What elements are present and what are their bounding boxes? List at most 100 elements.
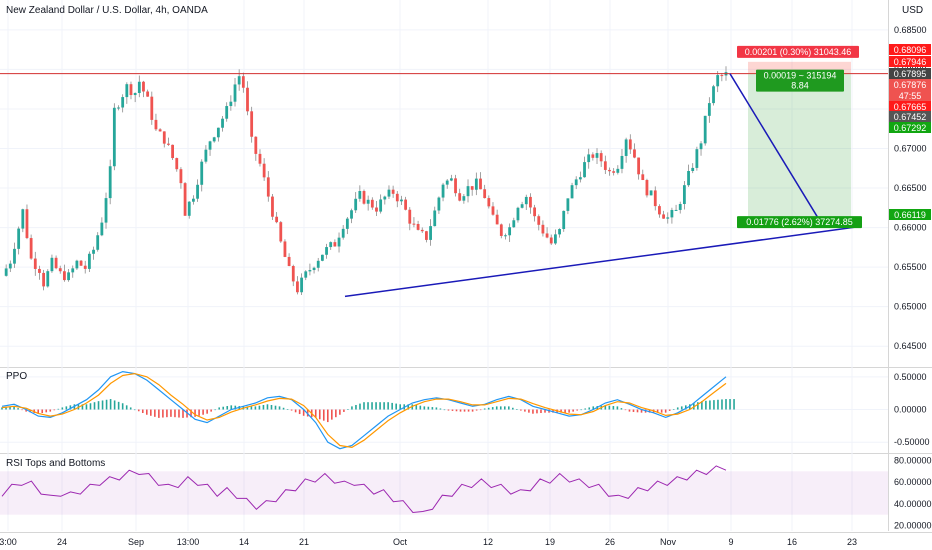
ppo-histogram-bar [49,409,52,412]
candle-body [150,96,154,120]
ppo-histogram-bar [158,409,160,418]
candle-body [641,174,645,181]
candle-body [703,115,707,144]
ppo-histogram-bar [495,406,498,410]
candle-body [395,193,399,202]
ppo-histogram-bar [701,401,703,410]
candle-body [304,271,308,278]
price-label-bg [889,56,931,67]
ppo-histogram-bar [524,409,526,412]
ppo-histogram-bar [53,409,56,411]
ppo-histogram-bar [592,406,595,410]
candle-body [262,163,266,178]
ppo-histogram-bar [604,405,607,410]
ppo-histogram-bar [294,409,297,413]
ppo-histogram-bar [81,404,84,410]
ppo-histogram-bar [499,406,502,410]
time-tick-label: 24 [57,537,67,547]
candle-body [312,267,316,271]
candle-body [175,158,179,170]
ppo-histogram-bar [375,402,377,410]
candle-body [29,238,33,259]
currency-label: USD [902,5,923,16]
candle-body [329,242,333,248]
ascending-trendline[interactable] [344,226,859,298]
ppo-histogram-bar [379,402,381,410]
candle-body [583,162,586,178]
ppo-histogram-bar [624,409,627,411]
candle-body [291,266,295,282]
candle-body [100,222,104,236]
candle-body [508,227,512,236]
candle-body [112,107,116,167]
ppo-pane[interactable]: PPO 0.50000 0.00000 -0.50000 [1,370,930,450]
price-label-bg [889,90,931,101]
ppo-histogram-bar [608,405,611,410]
candle-body [445,180,449,185]
ppo-histogram-bar [89,403,92,410]
price-label-bg [889,122,931,133]
candle-body [554,234,557,244]
short-position-tool[interactable]: 0.00201 (0.30%) 31043.46 0.00019 ~ 315194… [729,45,862,229]
target-label-bg [737,216,862,229]
time-tick-label: 16 [787,537,797,547]
ppo-histogram-bar [407,404,410,410]
candle-body [520,204,524,208]
ppo-histogram-bar [57,408,60,410]
ppo-histogram-bar [451,409,454,411]
rsi-pane[interactable]: RSI Tops and Bottoms 80.00000 60.00000 40.… [0,455,932,531]
candle-body [366,199,370,204]
ppo-histogram-bar [580,409,582,411]
candle-body [250,111,254,137]
ppo-histogram-bar [65,406,68,410]
candle-body [466,186,470,197]
ppo-histogram-bar [459,409,462,412]
candle-body [137,81,141,93]
center-label-line2: 8.84 [791,81,809,91]
stop-zone [748,61,851,74]
ppo-signal-line [1,372,727,449]
ppo-histogram-bar [512,407,514,410]
candle-body [283,241,287,257]
candle-body [387,189,391,197]
candle-body [308,270,312,272]
ppo-histogram-bar [202,409,204,415]
candle-body [296,281,299,293]
ppo-histogram-bar [113,400,116,410]
ppo-histogram-bar [254,406,257,410]
candle-body [578,177,582,180]
ppo-histogram-bar [129,407,132,410]
candle-body [358,191,362,199]
ppo-histogram-bar [343,409,345,412]
price-tick-label: 0.66500 [894,183,927,193]
candle-body [379,199,383,212]
ppo-histogram-bar [150,409,152,416]
ppo-histogram-bar [431,407,434,410]
ppo-histogram-bar [540,409,542,414]
ppo-histogram-bar [660,409,663,413]
candle-body [524,196,528,205]
candle-body [158,129,162,132]
ppo-title: PPO [6,371,27,382]
time-tick-label: 19 [545,537,555,547]
time-tick-label: Sep [128,537,144,547]
rsi-tick-label: 20.00000 [894,521,932,531]
candle-body [591,154,595,158]
candle-body [179,169,183,184]
ppo-histogram-bar [684,405,687,410]
candle-body [633,149,636,158]
candle-body [154,119,158,130]
candle-body [58,268,62,272]
ppo-histogram-bar [487,407,490,410]
price-label: 0.68096 [894,45,927,55]
time-axis[interactable]: 3:00 24 Sep 13:00 14 21 Oct 12 19 26 Nov 9 16 23 [0,537,857,547]
ppo-histogram-bar [258,405,261,410]
price-pane[interactable]: New Zealand Dollar / U.S. Dollar, 4h, OA… [0,5,931,351]
candle-body [4,268,8,276]
candle-body [21,209,25,229]
candle-body [146,91,150,97]
candle-body [241,76,245,88]
candle-body [71,268,75,273]
candle-body [620,155,624,169]
